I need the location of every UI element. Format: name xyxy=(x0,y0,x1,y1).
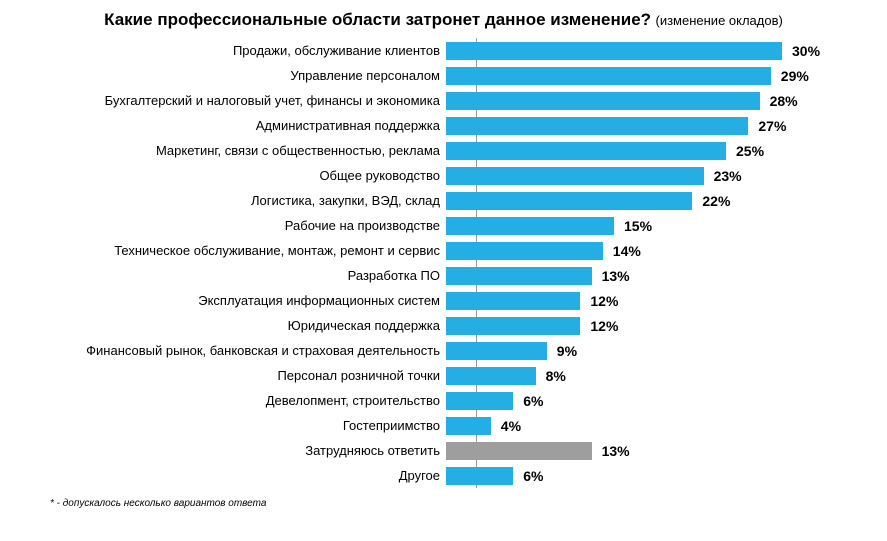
bar-row: Персонал розничной точки 8% xyxy=(50,363,870,388)
title-sub: (изменение окладов) xyxy=(656,13,783,28)
bar-area: 22% xyxy=(446,188,870,213)
footnote: * - допускалось несколько вариантов отве… xyxy=(50,498,867,509)
bar-label: Разработка ПО xyxy=(50,269,446,283)
bar-area: 14% xyxy=(446,238,870,263)
bar-label: Управление персоналом xyxy=(50,69,446,83)
bar-row: Девелопмент, строительство 6% xyxy=(50,388,870,413)
bar-label: Бухгалтерский и налоговый учет, финансы … xyxy=(50,94,446,108)
bar-value: 9% xyxy=(557,343,577,359)
bar-row: Рабочие на производстве 15% xyxy=(50,213,870,238)
bar-row: Эксплуатация информационных систем 12% xyxy=(50,288,870,313)
bar-label: Персонал розничной точки xyxy=(50,369,446,383)
title-main: Какие профессиональные области затронет … xyxy=(104,10,651,29)
bar-row: Затрудняюсь ответить 13% xyxy=(50,438,870,463)
bar-label: Логистика, закупки, ВЭД, склад xyxy=(50,194,446,208)
bar-label: Продажи, обслуживание клиентов xyxy=(50,44,446,58)
bar-row: Общее руководство 23% xyxy=(50,163,870,188)
bar-value: 29% xyxy=(781,68,809,84)
bar-value: 6% xyxy=(523,393,543,409)
bar-label: Маркетинг, связи с общественностью, рекл… xyxy=(50,144,446,158)
bar-value: 25% xyxy=(736,143,764,159)
bar-value: 4% xyxy=(501,418,521,434)
bar-row: Логистика, закупки, ВЭД, склад 22% xyxy=(50,188,870,213)
bar-row: Маркетинг, связи с общественностью, рекл… xyxy=(50,138,870,163)
bar xyxy=(446,467,513,485)
bar-rows: Продажи, обслуживание клиентов 30% Управле… xyxy=(50,38,870,488)
bar-area: 13% xyxy=(446,438,870,463)
bar xyxy=(446,442,592,460)
bar xyxy=(446,142,726,160)
bar-area: 13% xyxy=(446,263,870,288)
bar xyxy=(446,67,771,85)
bar xyxy=(446,417,491,435)
bar xyxy=(446,317,580,335)
bar-label: Административная поддержка xyxy=(50,119,446,133)
bar-label: Рабочие на производстве xyxy=(50,219,446,233)
bar-area: 30% xyxy=(446,38,870,63)
bar xyxy=(446,392,513,410)
bar xyxy=(446,367,536,385)
bar-area: 12% xyxy=(446,313,870,338)
bar-label: Девелопмент, строительство xyxy=(50,394,446,408)
bar-row: Разработка ПО 13% xyxy=(50,263,870,288)
bar-label: Другое xyxy=(50,469,446,483)
chart-container: Какие профессиональные области затронет … xyxy=(0,0,887,541)
bar-value: 14% xyxy=(613,243,641,259)
bar xyxy=(446,292,580,310)
bar-label: Техническое обслуживание, монтаж, ремонт… xyxy=(50,244,446,258)
bar-value: 30% xyxy=(792,43,820,59)
bar-row: Административная поддержка 27% xyxy=(50,113,870,138)
bar-value: 15% xyxy=(624,218,652,234)
bar-area: 4% xyxy=(446,413,870,438)
bar-area: 23% xyxy=(446,163,870,188)
bar-area: 27% xyxy=(446,113,870,138)
bar-row: Техническое обслуживание, монтаж, ремонт… xyxy=(50,238,870,263)
bar-label: Финансовый рынок, банковская и страховая… xyxy=(50,344,446,358)
bar-row: Финансовый рынок, банковская и страховая… xyxy=(50,338,870,363)
bar xyxy=(446,217,614,235)
bar-value: 8% xyxy=(546,368,566,384)
bar-value: 23% xyxy=(714,168,742,184)
bar-area: 6% xyxy=(446,463,870,488)
bar-label: Эксплуатация информационных систем xyxy=(50,294,446,308)
bar-value: 27% xyxy=(758,118,786,134)
bar xyxy=(446,342,547,360)
bar xyxy=(446,92,760,110)
bar-area: 25% xyxy=(446,138,870,163)
bar xyxy=(446,167,704,185)
bar-row: Бухгалтерский и налоговый учет, финансы … xyxy=(50,88,870,113)
bar-row: Управление персоналом 29% xyxy=(50,63,870,88)
bar-row: Юридическая поддержка 12% xyxy=(50,313,870,338)
bar xyxy=(446,117,748,135)
bar-label: Затрудняюсь ответить xyxy=(50,444,446,458)
bar-value: 28% xyxy=(770,93,798,109)
bar-chart: Продажи, обслуживание клиентов 30% Управле… xyxy=(50,38,870,488)
bar-label: Общее руководство xyxy=(50,169,446,183)
bar-row: Гостеприимство 4% xyxy=(50,413,870,438)
bar-area: 6% xyxy=(446,388,870,413)
bar xyxy=(446,267,592,285)
bar-row: Продажи, обслуживание клиентов 30% xyxy=(50,38,870,63)
bar-value: 13% xyxy=(602,268,630,284)
bar-label: Юридическая поддержка xyxy=(50,319,446,333)
bar xyxy=(446,42,782,60)
bar xyxy=(446,242,603,260)
bar-area: 9% xyxy=(446,338,870,363)
bar-label: Гостеприимство xyxy=(50,419,446,433)
bar-area: 12% xyxy=(446,288,870,313)
bar-area: 29% xyxy=(446,63,870,88)
bar-area: 8% xyxy=(446,363,870,388)
bar-value: 22% xyxy=(702,193,730,209)
bar xyxy=(446,192,692,210)
bar-area: 28% xyxy=(446,88,870,113)
bar-value: 12% xyxy=(590,318,618,334)
bar-row: Другое 6% xyxy=(50,463,870,488)
chart-title: Какие профессиональные области затронет … xyxy=(54,10,834,30)
bar-value: 6% xyxy=(523,468,543,484)
bar-area: 15% xyxy=(446,213,870,238)
bar-value: 13% xyxy=(602,443,630,459)
bar-value: 12% xyxy=(590,293,618,309)
